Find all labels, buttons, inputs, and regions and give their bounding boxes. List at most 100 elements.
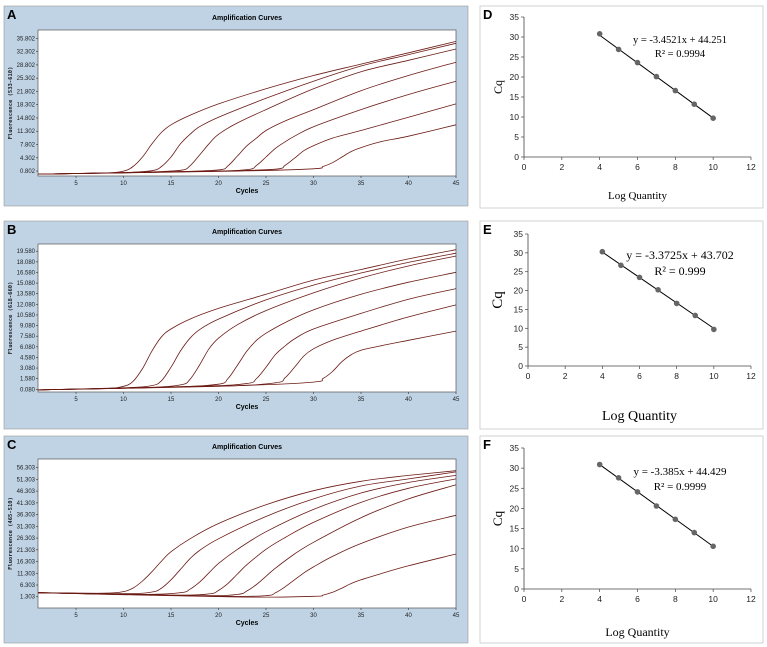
x-tick-label: 2 bbox=[559, 162, 564, 172]
data-point bbox=[596, 31, 603, 37]
x-tick-label: 12 bbox=[746, 594, 756, 604]
y-tick-label: 1.580 bbox=[20, 377, 36, 383]
y-tick-label: 16.303 bbox=[17, 560, 36, 566]
x-tick-label: 10 bbox=[708, 162, 718, 172]
x-tick-label: 5 bbox=[74, 397, 78, 403]
chart-title: Amplification Curves bbox=[212, 444, 282, 451]
standard-curve-f: F 0 2 4 6 8 10 12 0 5 10 15 20 25 30 35 y = -3.385x + 44… bbox=[479, 435, 764, 644]
data-point bbox=[634, 489, 641, 495]
panel-label: E bbox=[483, 222, 492, 237]
x-axis-label: Log Quantity bbox=[605, 625, 669, 639]
panel-frame bbox=[479, 5, 764, 209]
y-tick-label: 0 bbox=[514, 584, 519, 594]
y-tick-label: 11.302 bbox=[17, 129, 36, 135]
y-tick-label: 18.080 bbox=[17, 260, 36, 266]
y-tick-label: 16.580 bbox=[17, 270, 36, 276]
x-tick-label: 40 bbox=[405, 397, 412, 403]
data-point bbox=[618, 262, 624, 269]
amplification-curve-1 bbox=[37, 41, 457, 175]
plot-area bbox=[37, 458, 457, 609]
y-tick-label: 25.302 bbox=[17, 76, 36, 82]
x-tick-label: 35 bbox=[358, 181, 365, 187]
chart-title: Amplification Curves bbox=[212, 229, 282, 236]
data-point bbox=[615, 475, 622, 481]
data-point bbox=[711, 326, 717, 333]
y-tick-label: 35 bbox=[514, 229, 524, 239]
x-tick-label: 10 bbox=[120, 397, 127, 403]
x-tick-label: 30 bbox=[310, 181, 317, 187]
y-tick-label: 0.802 bbox=[20, 169, 36, 175]
x-tick-label: 10 bbox=[709, 371, 719, 381]
y-tick-label: 6.080 bbox=[20, 345, 36, 351]
amplification-curve-1 bbox=[37, 470, 457, 594]
amplification-curve-7 bbox=[37, 330, 457, 391]
y-tick-label: 14.802 bbox=[17, 116, 36, 122]
y-tick-label: 35 bbox=[510, 443, 520, 453]
amplification-curve-3 bbox=[37, 255, 457, 391]
x-tick-label: 25 bbox=[263, 181, 270, 187]
data-point bbox=[615, 46, 622, 53]
x-tick-label: 10 bbox=[120, 613, 127, 619]
y-tick-label: 35.802 bbox=[17, 36, 36, 42]
amplification-chart-c: C Amplification Curves 5 10 15 20 25 30 35 40 45 1.… bbox=[3, 435, 469, 644]
y-tick-label: 6.303 bbox=[20, 583, 36, 589]
y-tick-label: 26.303 bbox=[17, 536, 36, 542]
y-tick-label: 1.303 bbox=[20, 595, 36, 601]
amplification-curve-4 bbox=[37, 61, 457, 175]
y-tick-label: 20 bbox=[510, 503, 520, 513]
y-tick-label: 18.302 bbox=[17, 103, 36, 109]
amplification-curve-7 bbox=[37, 124, 457, 175]
y-tick-label: 10 bbox=[510, 544, 520, 554]
x-tick-label: 45 bbox=[453, 613, 460, 619]
y-tick-label: 32.302 bbox=[17, 50, 36, 56]
x-tick-label: 20 bbox=[215, 397, 222, 403]
y-axis-label: Cq bbox=[491, 80, 505, 94]
y-tick-label: 51.303 bbox=[17, 477, 36, 483]
r-squared: R² = 0.999 bbox=[654, 264, 705, 278]
x-tick-label: 20 bbox=[215, 181, 222, 187]
x-tick-label: 6 bbox=[635, 162, 640, 172]
x-tick-label: 8 bbox=[673, 162, 678, 172]
x-tick-label: 45 bbox=[453, 181, 460, 187]
y-axis-label: Fluorescence (618-660) bbox=[8, 282, 14, 355]
plot-area bbox=[37, 243, 457, 393]
x-axis-label: Log Quantity bbox=[608, 190, 667, 202]
amplification-chart-b: B Amplification Curves 5 10 15 20 25 30 35 40 45 0.… bbox=[3, 220, 469, 430]
y-axis-label: Cq bbox=[490, 291, 506, 309]
x-tick-label: 5 bbox=[74, 181, 78, 187]
x-axis-label: Log Quantity bbox=[602, 409, 677, 424]
x-tick-label: 35 bbox=[358, 397, 365, 403]
y-tick-label: 0 bbox=[514, 152, 519, 162]
y-tick-label: 28.802 bbox=[17, 63, 36, 69]
y-tick-label: 30 bbox=[510, 463, 520, 473]
y-tick-label: 11.303 bbox=[17, 571, 36, 577]
y-tick-label: 21.802 bbox=[17, 89, 36, 95]
x-axis-label: Cycles bbox=[236, 404, 259, 411]
data-point bbox=[655, 287, 661, 293]
x-tick-label: 2 bbox=[563, 371, 568, 381]
x-tick-label: 40 bbox=[405, 181, 412, 187]
x-tick-label: 30 bbox=[310, 613, 317, 619]
y-axis-label: Fluorescence (533-610) bbox=[8, 67, 14, 140]
panel-label: C bbox=[7, 437, 17, 452]
amplification-curve-3 bbox=[37, 475, 457, 595]
y-tick-label: 21.303 bbox=[17, 548, 36, 554]
y-tick-label: 19.580 bbox=[17, 249, 36, 255]
y-tick-label: 56.303 bbox=[17, 466, 36, 472]
y-tick-label: 10.580 bbox=[17, 313, 36, 319]
data-point bbox=[691, 529, 698, 536]
x-tick-label: 6 bbox=[637, 371, 642, 381]
y-tick-label: 5 bbox=[518, 342, 523, 352]
y-tick-label: 30 bbox=[514, 248, 524, 258]
trend-equation: y = -3.3725x + 43.702 bbox=[626, 248, 734, 262]
amplification-curve-4 bbox=[37, 478, 457, 596]
data-point bbox=[634, 59, 641, 66]
amplification-curve-4 bbox=[37, 271, 457, 391]
y-tick-label: 10 bbox=[510, 112, 520, 122]
x-tick-label: 0 bbox=[522, 594, 527, 604]
amplification-curve-2 bbox=[37, 252, 457, 391]
x-tick-label: 15 bbox=[168, 397, 175, 403]
x-tick-label: 25 bbox=[263, 397, 270, 403]
x-tick-label: 6 bbox=[635, 594, 640, 604]
y-tick-label: 15.080 bbox=[17, 281, 36, 287]
